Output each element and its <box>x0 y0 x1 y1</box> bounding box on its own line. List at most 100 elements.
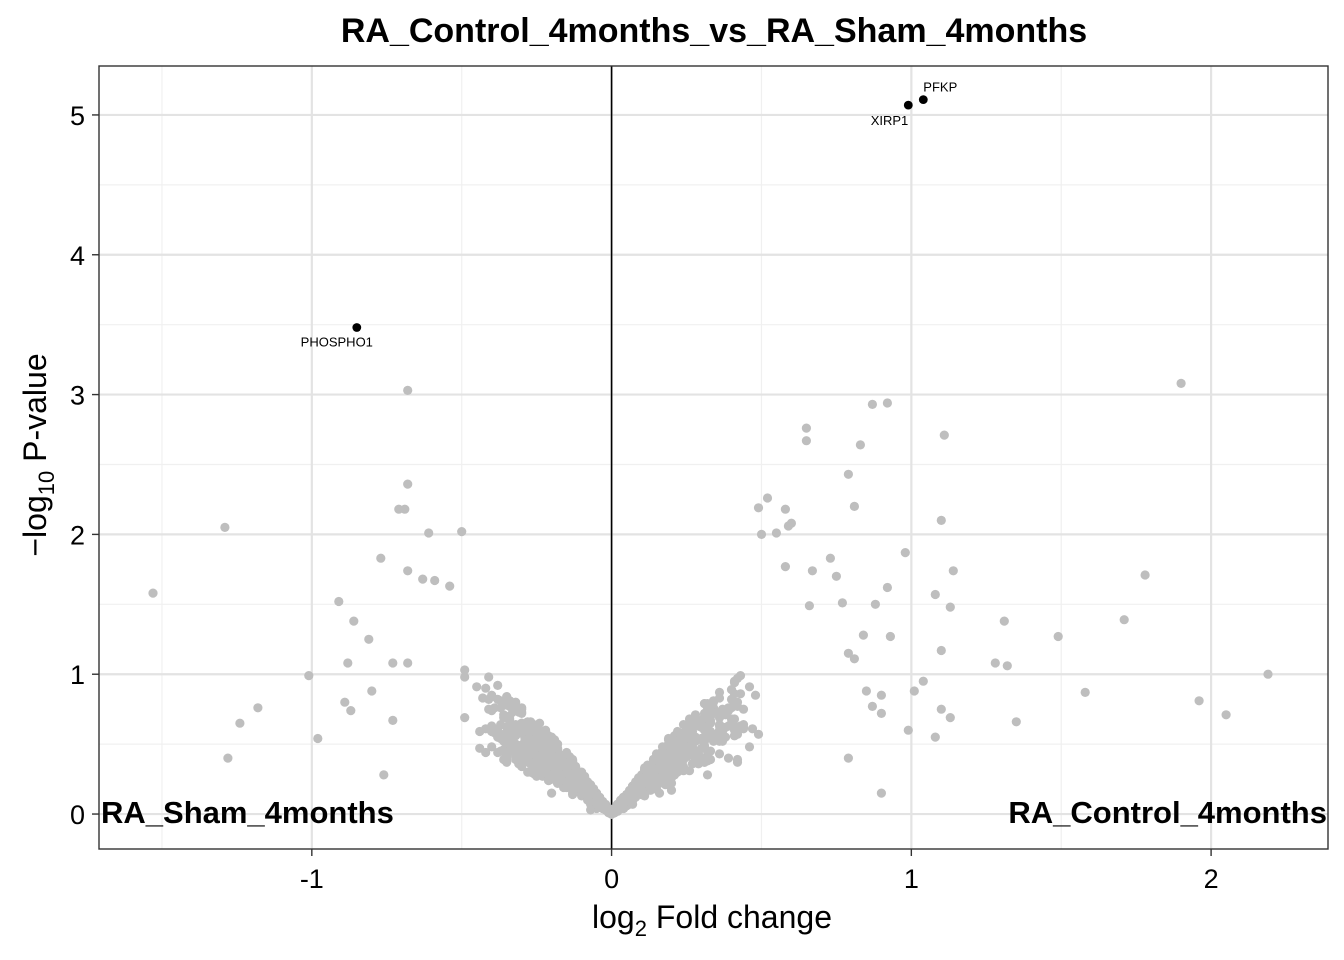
data-point <box>801 436 812 446</box>
data-point <box>945 713 955 723</box>
data-point <box>340 697 350 707</box>
data-point <box>460 672 470 682</box>
data-point <box>514 706 524 716</box>
x-axis-label: log2 Fold change <box>592 899 832 941</box>
data-point <box>930 732 940 742</box>
data-point <box>490 703 500 713</box>
data-point <box>220 522 230 533</box>
gene-label: PHOSPHO1 <box>301 335 373 350</box>
data-point <box>666 747 677 758</box>
data-point <box>657 742 668 752</box>
data-point <box>511 697 521 707</box>
data-point <box>304 671 314 681</box>
y-axis-label: −log10 P-value <box>17 353 59 556</box>
data-point <box>882 398 893 408</box>
data-point <box>702 770 713 780</box>
x-tick-label: 1 <box>904 864 919 894</box>
data-point <box>753 729 764 739</box>
significant-point <box>903 100 913 110</box>
data-point <box>903 725 913 735</box>
data-point <box>729 731 740 741</box>
data-point <box>496 731 506 741</box>
data-point <box>702 707 713 717</box>
data-point <box>313 733 323 744</box>
significant-points-layer: PFKP XIRP1 PHOSPHO1 <box>301 80 958 350</box>
data-point <box>541 745 551 755</box>
points-layer <box>148 378 1273 819</box>
data-point <box>825 553 836 563</box>
gene-label: XIRP1 <box>871 113 909 128</box>
data-point <box>948 566 958 576</box>
data-point <box>388 715 398 726</box>
data-point <box>334 596 344 607</box>
significant-point <box>352 323 362 332</box>
y-tick-label: 5 <box>70 101 85 131</box>
data-point <box>780 562 791 572</box>
data-point <box>562 777 572 787</box>
data-point <box>900 548 910 558</box>
data-point <box>523 739 533 749</box>
data-point <box>571 761 581 772</box>
data-point <box>849 501 860 511</box>
data-point <box>502 692 512 702</box>
data-point <box>882 582 893 593</box>
data-point <box>541 736 551 746</box>
data-point <box>502 756 512 766</box>
data-point <box>346 706 356 716</box>
data-point <box>493 680 503 691</box>
data-point <box>472 682 482 692</box>
data-point <box>726 685 737 695</box>
data-point <box>870 599 881 609</box>
data-point <box>559 757 569 767</box>
data-point <box>744 742 755 752</box>
x-tick-label: 0 <box>604 864 619 894</box>
data-point <box>726 703 737 713</box>
data-point <box>702 722 713 733</box>
data-point <box>861 686 872 696</box>
data-point <box>1002 661 1012 671</box>
data-point <box>535 718 545 728</box>
data-point <box>1011 717 1021 727</box>
data-point <box>1176 378 1186 388</box>
data-point <box>1263 669 1273 679</box>
data-point <box>388 658 398 668</box>
x-tick-label: -1 <box>300 864 324 894</box>
data-point <box>484 672 494 682</box>
data-point <box>771 528 782 538</box>
data-point <box>807 566 818 576</box>
x-axis: -1 0 1 2 <box>300 849 1219 894</box>
data-point <box>517 761 527 772</box>
data-point <box>804 601 815 611</box>
data-point <box>717 722 728 733</box>
data-point <box>430 575 440 586</box>
data-point <box>936 645 946 656</box>
data-point <box>690 736 701 746</box>
data-point <box>601 802 611 812</box>
data-point <box>637 778 647 788</box>
data-point <box>735 671 746 681</box>
data-point <box>930 589 940 600</box>
x-tick-label: 2 <box>1204 864 1219 894</box>
data-point <box>939 430 949 440</box>
data-point <box>729 678 740 688</box>
data-point <box>460 713 470 723</box>
y-tick-label: 1 <box>70 660 85 690</box>
y-tick-label: 2 <box>70 520 85 550</box>
data-point <box>843 469 854 479</box>
data-point <box>1119 615 1129 625</box>
data-point <box>460 665 470 675</box>
data-point <box>714 735 725 745</box>
data-point <box>945 602 955 612</box>
chart-title: RA_Control_4months_vs_RA_Sham_4months <box>341 12 1087 50</box>
data-point <box>418 574 428 584</box>
data-point <box>762 493 773 503</box>
data-point <box>1194 696 1204 706</box>
data-point <box>505 718 515 728</box>
data-point <box>693 759 704 769</box>
data-point <box>876 708 887 719</box>
x-axis-label-log: log <box>592 899 635 935</box>
data-point <box>223 753 233 763</box>
data-point <box>553 752 563 762</box>
